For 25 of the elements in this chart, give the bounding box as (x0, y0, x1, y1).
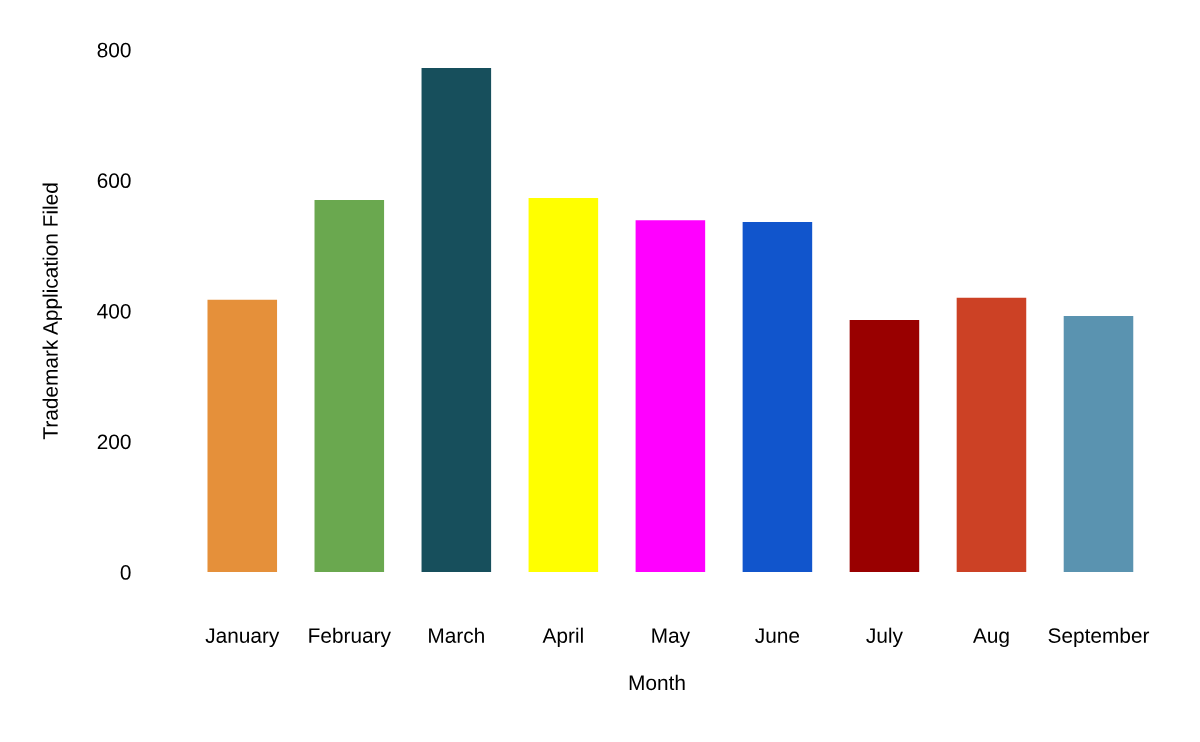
bar (207, 299, 278, 573)
bar (849, 320, 920, 573)
y-axis-title: Trademark Application Filed (42, 183, 62, 440)
y-tick-label: 800 (97, 42, 131, 58)
bar (314, 199, 385, 573)
bar (421, 68, 492, 573)
x-tick-label: July (866, 627, 903, 648)
bar (635, 220, 706, 573)
x-tick-label: February (309, 627, 391, 648)
bar (1063, 316, 1134, 573)
y-tick-label: 200 (97, 434, 131, 450)
bar (742, 222, 813, 573)
x-tick-label: June (755, 628, 800, 643)
x-tick-label: January (205, 628, 280, 648)
bar (956, 297, 1027, 573)
x-tick-label: April (542, 627, 583, 648)
x-tick-label: March (429, 627, 484, 643)
y-tick-label: 600 (97, 173, 131, 189)
y-tick-label: 0 (120, 565, 131, 580)
x-tick-label: September (1048, 627, 1150, 648)
x-axis-title: Month (629, 674, 685, 691)
x-tick-label: Aug (972, 628, 1009, 648)
x-tick-label: May (652, 628, 691, 648)
y-tick-label: 400 (97, 303, 131, 319)
bar (528, 197, 599, 573)
